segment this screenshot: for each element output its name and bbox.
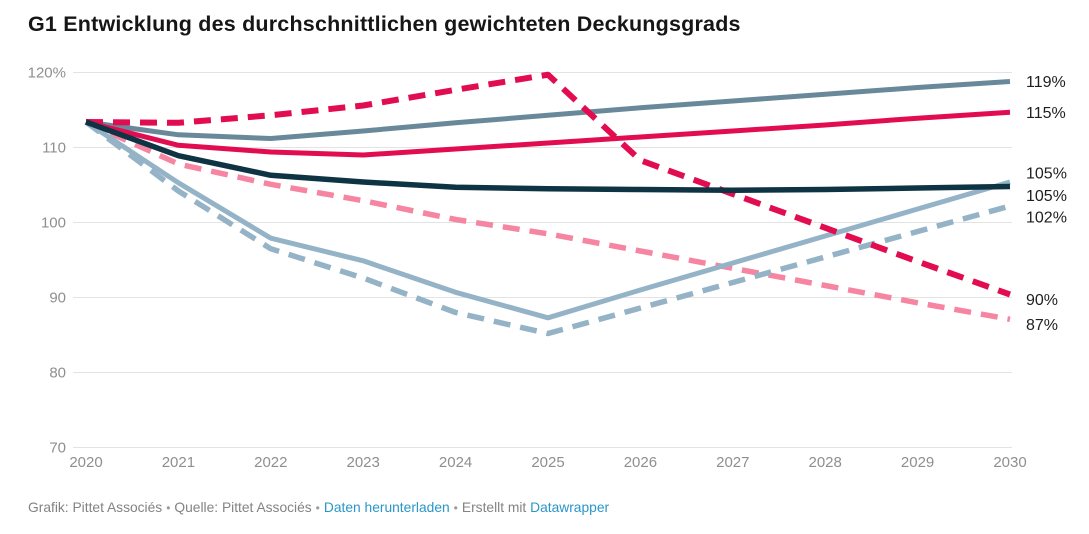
x-axis-tick-label: 2025 bbox=[531, 454, 564, 471]
footer-bullet: • bbox=[166, 501, 171, 515]
series-end-value-label: 90% bbox=[1026, 292, 1058, 309]
x-axis-tick-label: 2022 bbox=[254, 454, 287, 471]
series-end-value-label: 105% bbox=[1026, 166, 1067, 183]
series-line-lightblue-dashed bbox=[84, 119, 1011, 337]
footer-quelle-credit: Quelle: Pittet Associés bbox=[174, 500, 312, 515]
footer-bullet: • bbox=[453, 501, 458, 515]
y-axis-tick-label: 100 bbox=[41, 215, 66, 232]
y-axis-tick-label: 90 bbox=[49, 290, 66, 307]
footer-bullet: • bbox=[315, 501, 320, 515]
footer-grafik-credit: Grafik: Pittet Associés bbox=[28, 500, 163, 515]
x-axis-tick-label: 2020 bbox=[69, 454, 102, 471]
series-end-value-label: 87% bbox=[1026, 317, 1058, 334]
y-axis-tick-label: 110 bbox=[42, 140, 66, 157]
x-axis-tick-label: 2028 bbox=[809, 454, 842, 471]
y-axis-tick-label: 80 bbox=[49, 365, 66, 382]
x-axis-tick-label: 2021 bbox=[162, 454, 195, 471]
series-line-lightblue-solid bbox=[84, 119, 1011, 321]
series-end-value-label: 102% bbox=[1026, 210, 1067, 227]
download-data-link[interactable]: Daten herunterladen bbox=[323, 500, 450, 515]
datawrapper-link[interactable]: Datawrapper bbox=[530, 500, 610, 515]
x-axis-tick-label: 2023 bbox=[347, 454, 380, 471]
footer-created-with: Erstellt mit bbox=[461, 500, 527, 515]
series-line-pink-dashed bbox=[84, 119, 1011, 323]
x-axis-tick-label: 2027 bbox=[716, 454, 749, 471]
y-axis-tick-label: 120% bbox=[28, 65, 66, 82]
series-line-slate-solid bbox=[85, 79, 1011, 141]
x-axis-tick-label: 2026 bbox=[624, 454, 657, 471]
series-end-value-label: 105% bbox=[1026, 188, 1067, 205]
series-line-crimson-solid bbox=[85, 109, 1011, 158]
chart-footer: Grafik: Pittet Associés • Quelle: Pittet A… bbox=[28, 500, 609, 515]
x-axis-tick-label: 2024 bbox=[439, 454, 472, 471]
x-axis-tick-label: 2030 bbox=[993, 454, 1026, 471]
series-line-crimson-dashed bbox=[85, 71, 1012, 298]
series-end-value-label: 115% bbox=[1026, 105, 1066, 122]
x-axis-tick-label: 2029 bbox=[901, 454, 934, 471]
series-line-darkteal-solid bbox=[85, 119, 1011, 194]
series-end-value-label: 119% bbox=[1026, 74, 1066, 91]
chart-title: G1 Entwicklung des durchschnittlichen ge… bbox=[28, 12, 741, 36]
y-axis-tick-label: 70 bbox=[49, 440, 66, 457]
